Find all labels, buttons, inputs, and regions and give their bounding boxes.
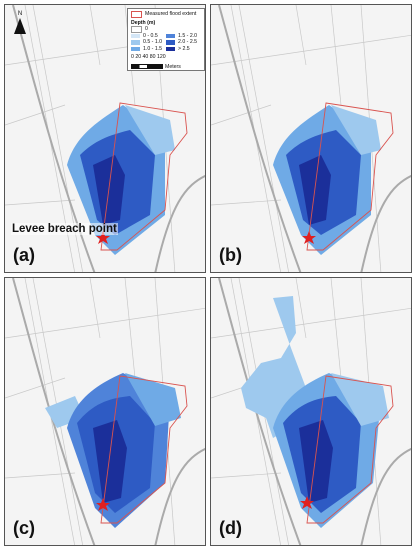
panel-label-a: (a): [13, 245, 35, 265]
legend: Measured flood extent Depth (m) 0 0 - 0.…: [127, 8, 205, 71]
panel-label-b: (b): [219, 245, 242, 265]
legend-swatch: [131, 26, 142, 33]
legend-swatch: [166, 33, 175, 38]
legend-measured-extent: Measured flood extent: [145, 11, 197, 17]
scale-ticks: 0 20 40 80 120: [131, 54, 166, 60]
scale-unit: Meters: [165, 63, 181, 70]
legend-swatch: [166, 46, 175, 51]
legend-class-label: 1.5 - 2.0: [178, 32, 198, 39]
legend-class-label: 0 - 0.5: [143, 32, 158, 39]
map-panel-b-svg: [211, 5, 411, 272]
breach-star: [302, 231, 316, 244]
legend-class-label: 0: [145, 26, 148, 32]
north-arrow: N: [13, 11, 27, 34]
flood-depth-area: [125, 373, 181, 426]
map-panel-b: (b): [210, 4, 412, 273]
legend-class-label: 0.5 - 1.0: [143, 39, 163, 45]
panel-label-d: (d): [219, 518, 242, 538]
north-label: N: [17, 11, 23, 17]
map-panel-a-svg: [5, 5, 205, 272]
map-panel-d-svg: [211, 278, 411, 545]
legend-class-label: 2.0 - 2.5: [178, 39, 198, 45]
flood-depth-area: [93, 420, 127, 503]
breach-star: [96, 498, 110, 511]
north-arrow-icon: [14, 18, 26, 34]
flood-depth-area: [125, 105, 175, 155]
scale-bar: [131, 64, 163, 70]
panel-label-c: (c): [13, 518, 35, 538]
flood-depth-area: [331, 105, 381, 155]
map-panel-c: (c): [4, 277, 206, 546]
outline-swatch: [131, 11, 142, 18]
measured-flood-outline: [306, 375, 394, 524]
map-panel-a: N Measured flood extent Depth (m) 0 0 - …: [4, 4, 206, 273]
legend-swatch: [131, 33, 140, 38]
flood-depth-area: [299, 420, 333, 503]
measured-flood-outline: [100, 375, 188, 524]
legend-swatch: [131, 46, 140, 51]
legend-class-label: > 2.5: [178, 45, 190, 52]
map-panel-d: (d): [210, 277, 412, 546]
breach-label: Levee breach point: [11, 223, 118, 235]
map-panel-c-svg: [5, 278, 205, 545]
measured-flood-outline: [306, 102, 394, 251]
legend-swatch: [166, 40, 175, 45]
legend-depth-title: Depth (m): [131, 19, 156, 26]
flood-depth-area: [331, 373, 389, 426]
breach-star: [300, 496, 314, 509]
legend-class-label: 1.0 - 1.5: [143, 45, 163, 52]
breach-star: [96, 231, 110, 244]
measured-flood-outline: [100, 102, 188, 251]
legend-swatch: [131, 40, 140, 45]
